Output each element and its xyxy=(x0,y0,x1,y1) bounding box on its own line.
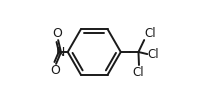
Text: N: N xyxy=(55,46,64,58)
Text: Cl: Cl xyxy=(132,66,144,79)
Text: Cl: Cl xyxy=(144,27,155,40)
Text: O: O xyxy=(52,27,61,40)
Text: O: O xyxy=(50,64,59,77)
Text: Cl: Cl xyxy=(147,48,158,61)
